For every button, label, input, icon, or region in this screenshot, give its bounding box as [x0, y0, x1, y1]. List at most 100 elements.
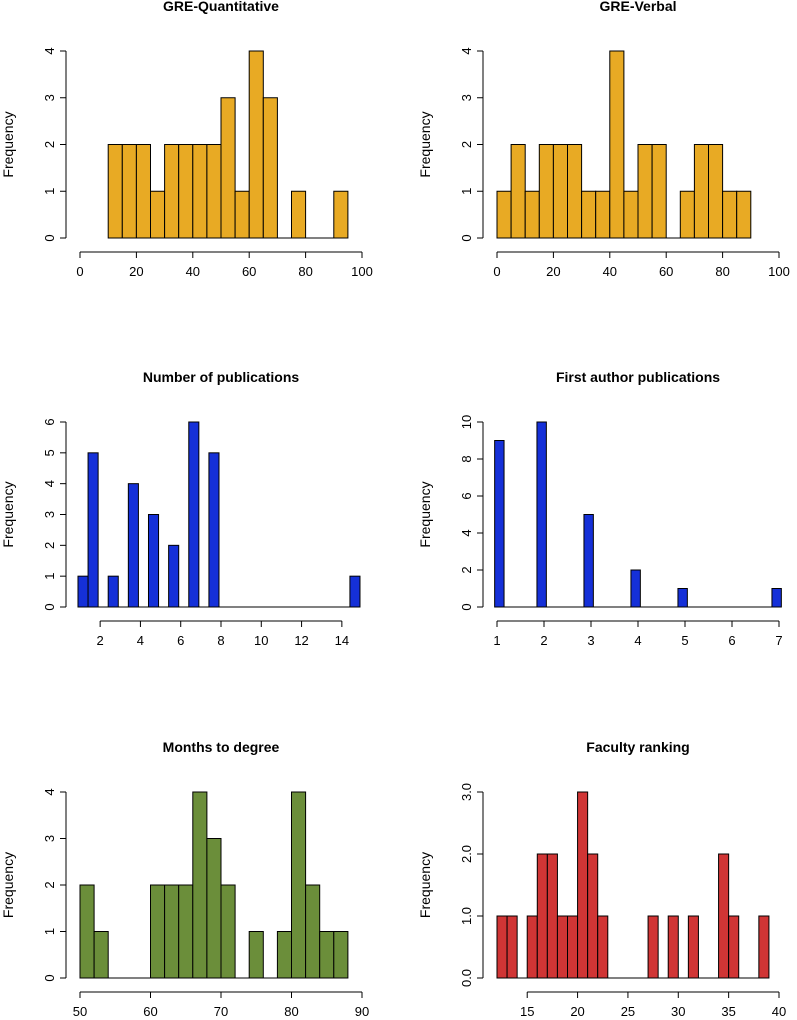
x-tick-label: 3 [587, 633, 594, 648]
y-tick-label: 1 [459, 188, 474, 195]
histogram-bar [276, 931, 292, 979]
histogram-bar [248, 931, 264, 979]
histogram-bar [595, 190, 611, 239]
x-tick-label: 80 [284, 1004, 298, 1019]
x-tick-label: 35 [721, 1004, 735, 1019]
histogram-bar [93, 931, 109, 979]
x-tick-label: 80 [298, 264, 312, 279]
histogram-bar [496, 190, 512, 239]
histogram-bar [536, 421, 547, 608]
x-tick-label: 15 [520, 1004, 534, 1019]
histogram-bar [291, 190, 307, 239]
histogram-bar [637, 144, 653, 239]
y-tick-label: 8 [459, 455, 474, 462]
histogram-bar [150, 190, 166, 239]
y-tick-label: 3 [42, 511, 57, 518]
histogram-bar [708, 144, 724, 239]
x-tick-label: 40 [603, 264, 617, 279]
histogram-bar [77, 575, 89, 608]
x-tick-label: 100 [768, 264, 790, 279]
y-tick-label: 0 [42, 974, 57, 981]
histogram-bar [567, 144, 583, 239]
x-tick-label: 100 [351, 264, 373, 279]
histogram-bar [667, 915, 679, 979]
histogram-bar [164, 884, 180, 979]
histogram-panel-4: First author publications Frequency 0 2 4 6 8 1… [417, 369, 783, 648]
y-tick-label: 1 [42, 188, 57, 195]
histogram-bar [188, 421, 200, 608]
histogram-bar [248, 50, 264, 239]
y-tick-label: 0 [42, 234, 57, 241]
y-tick-label: 4 [459, 529, 474, 536]
x-tick-label: 2 [540, 633, 547, 648]
histogram-bar [581, 190, 597, 239]
x-tick-label: 14 [335, 633, 349, 648]
x-tick-label: 0 [493, 264, 500, 279]
x-tick-label: 8 [217, 633, 224, 648]
x-tick-label: 60 [143, 1004, 157, 1019]
histogram-bar [583, 514, 594, 608]
histogram-bar [506, 915, 518, 979]
x-tick-label: 60 [659, 264, 673, 279]
histogram-bar [220, 884, 236, 979]
histogram-bar [121, 144, 137, 239]
histogram-bar [333, 190, 349, 239]
y-tick-label: 0 [459, 603, 474, 610]
histogram-bar [168, 544, 180, 608]
histogram-bar [262, 97, 278, 239]
x-tick-label: 5 [681, 633, 688, 648]
chart-title: First author publications [556, 369, 720, 385]
histogram-bar [556, 915, 569, 979]
y-tick-label: 1.0 [459, 907, 474, 925]
x-tick-label: 10 [254, 633, 268, 648]
histogram-bar [208, 452, 220, 608]
x-tick-label: 40 [186, 264, 200, 279]
y-tick-label: 2 [459, 141, 474, 148]
histogram-bar [722, 190, 738, 239]
histogram-bar [538, 144, 554, 239]
y-tick-label: 1 [42, 573, 57, 580]
x-tick-label: 1 [493, 633, 500, 648]
histogram-bar [728, 915, 740, 979]
histogram-bar [305, 884, 321, 979]
histogram-bar [718, 853, 730, 979]
histogram-bar [597, 915, 609, 979]
histogram-bar [107, 144, 123, 239]
histogram-bar [687, 915, 699, 979]
y-axis-label: Frequency [0, 852, 16, 918]
y-tick-label: 2.0 [459, 845, 474, 863]
x-tick-label: 70 [214, 1004, 228, 1019]
chart-title: Faculty ranking [586, 739, 689, 755]
x-tick-label: 60 [242, 264, 256, 279]
histogram-bar [220, 97, 236, 239]
histogram-bar [526, 915, 538, 979]
histogram-bar [87, 452, 99, 608]
x-tick-label: 90 [355, 1004, 369, 1019]
y-axis-label: Frequency [0, 111, 16, 177]
histogram-bar [178, 884, 194, 979]
y-tick-label: 2 [42, 881, 57, 888]
y-axis-label: Frequency [417, 481, 433, 547]
histogram-bar [771, 588, 782, 608]
x-tick-label: 6 [177, 633, 184, 648]
y-tick-label: 2 [42, 542, 57, 549]
histogram-bar [234, 190, 250, 239]
x-tick-label: 20 [546, 264, 560, 279]
histogram-bar [677, 588, 688, 608]
x-tick-label: 6 [728, 633, 735, 648]
histogram-bar [135, 144, 151, 239]
histogram-bar [546, 853, 558, 979]
y-tick-label: 0.0 [459, 969, 474, 987]
y-tick-label: 2 [42, 141, 57, 148]
chart-title: GRE-Verbal [599, 0, 676, 14]
y-axis-label: Frequency [417, 111, 433, 177]
histogram-bar [79, 884, 95, 979]
histogram-bar [164, 144, 180, 239]
x-tick-label: 25 [621, 1004, 635, 1019]
x-tick-label: 50 [73, 1004, 87, 1019]
histogram-bar [494, 440, 505, 608]
histogram-bar [609, 50, 625, 239]
y-tick-label: 4 [42, 788, 57, 795]
